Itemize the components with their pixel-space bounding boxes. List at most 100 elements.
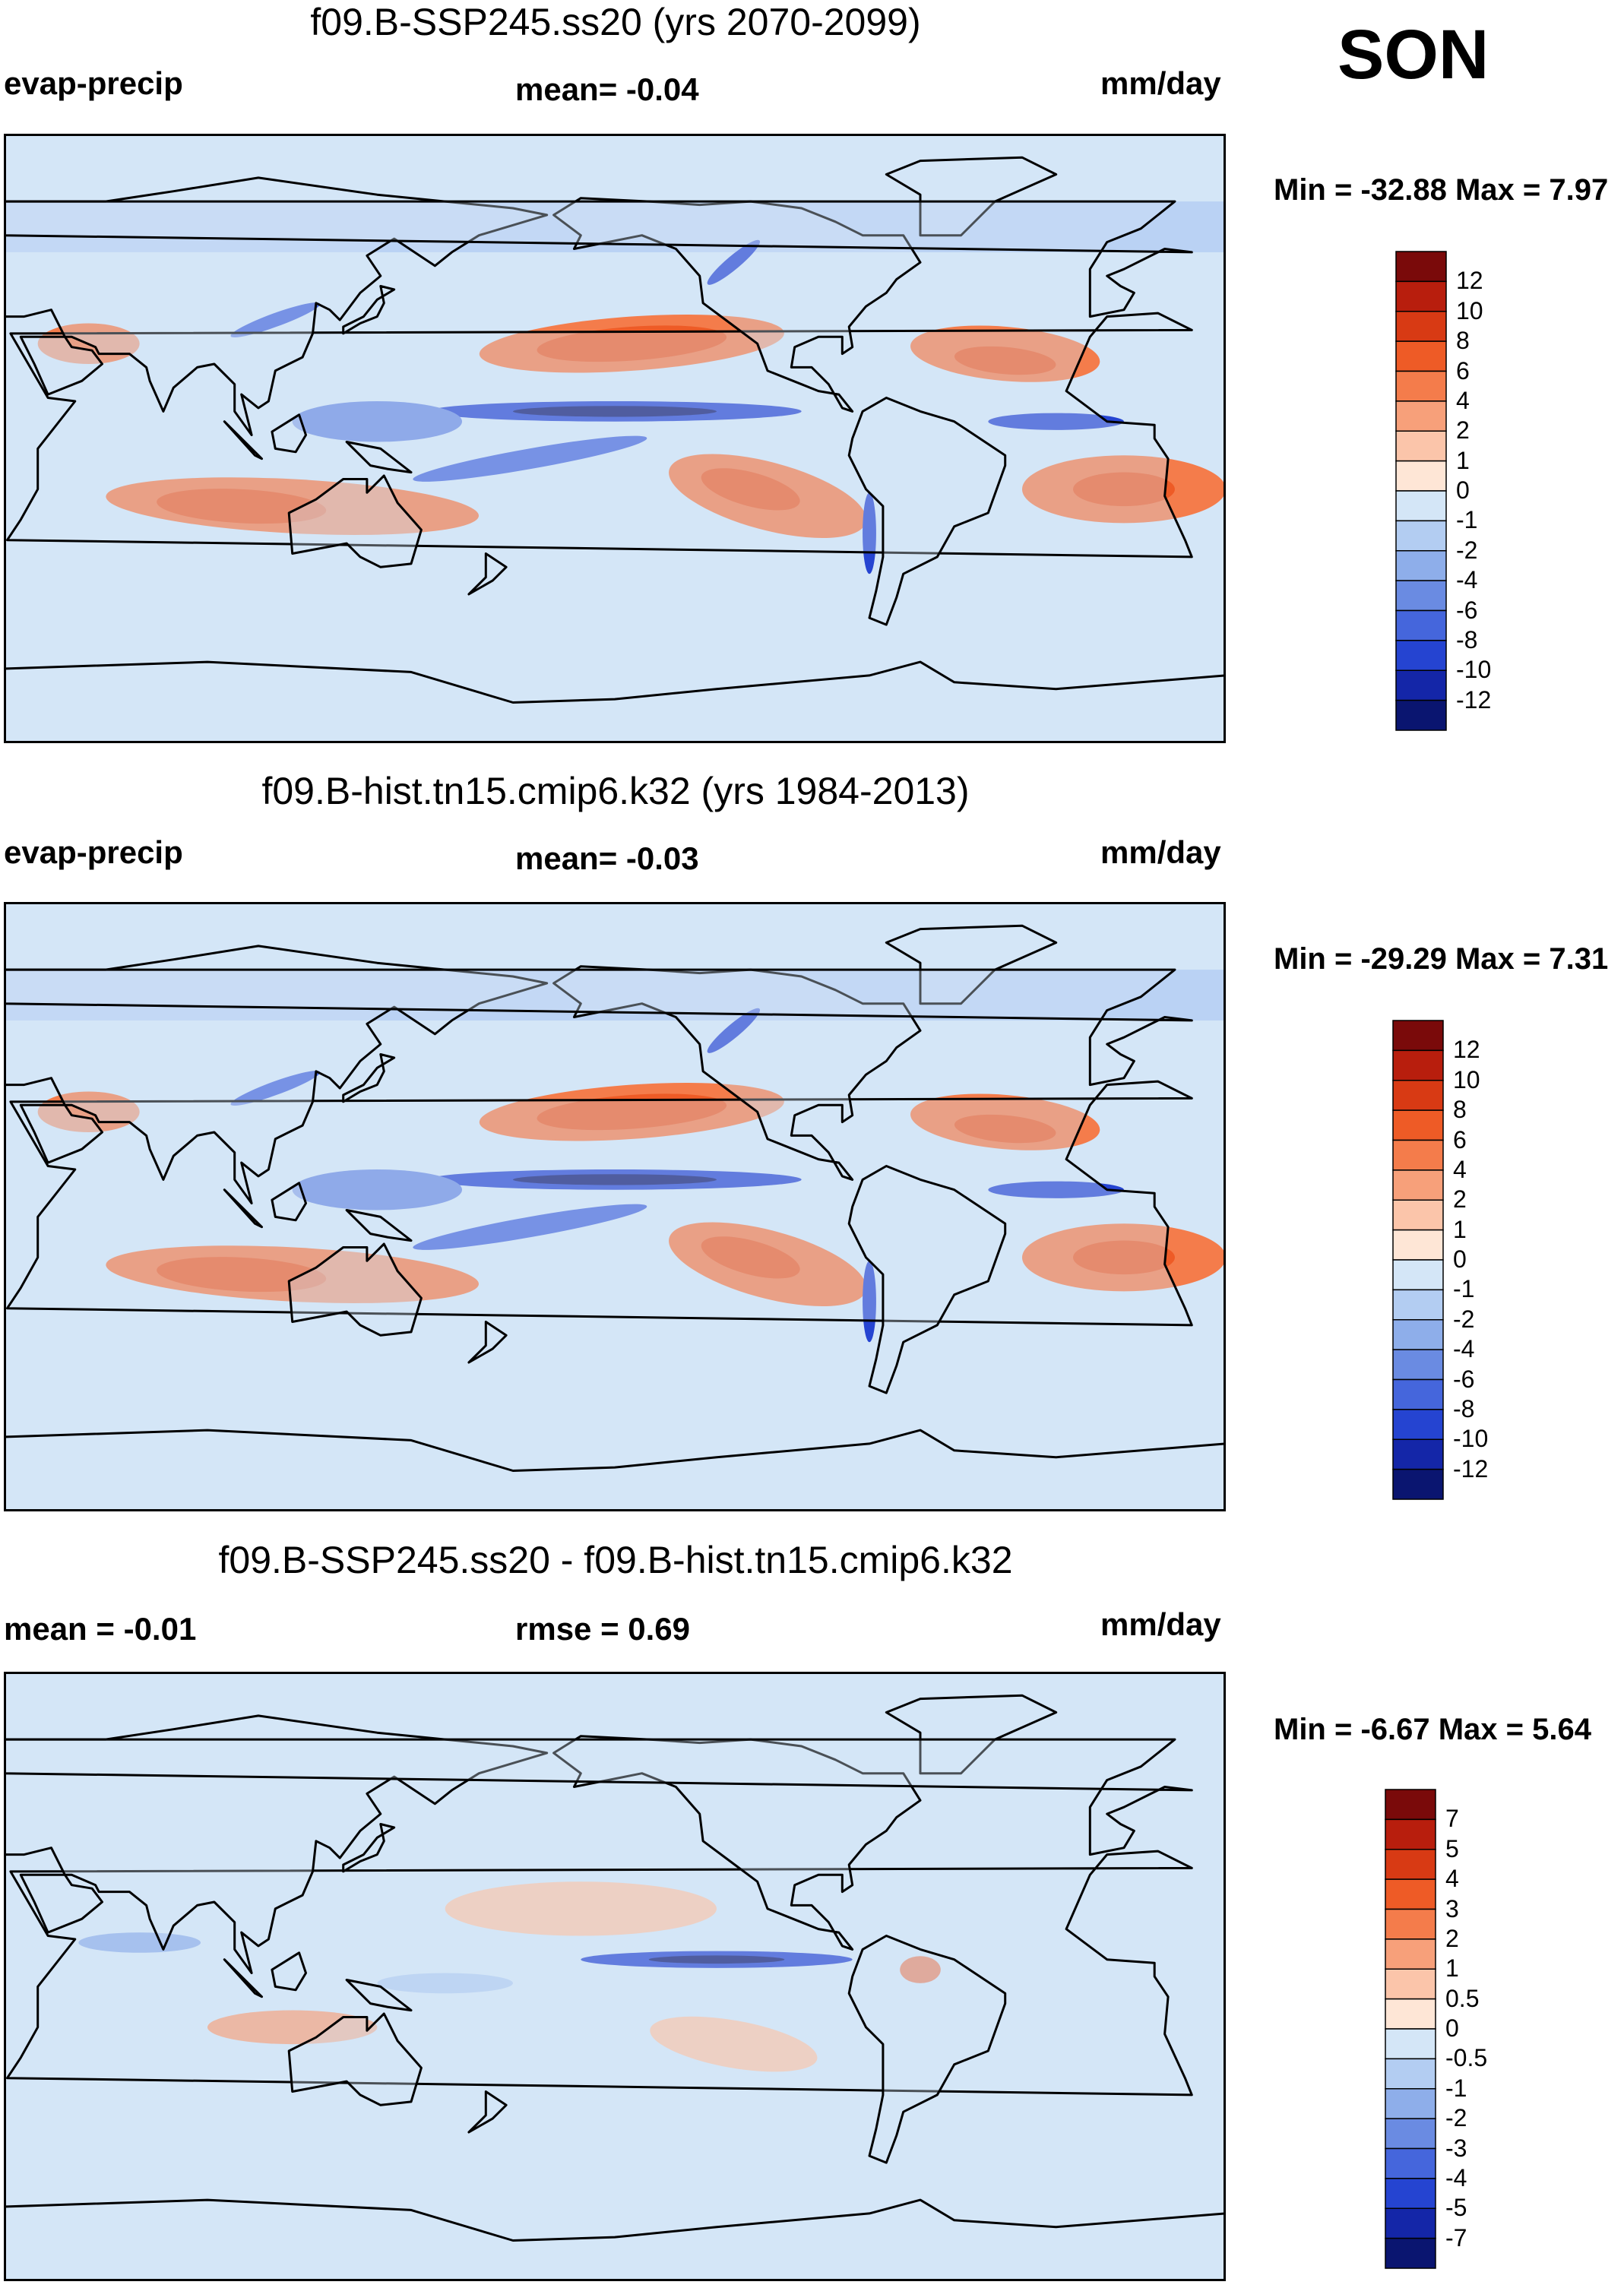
colorbar-swatch xyxy=(1392,1199,1444,1231)
panel3-mean-label: mean = -0.01 xyxy=(4,1611,197,1647)
field-contour xyxy=(648,1955,785,1964)
field-contour xyxy=(707,1008,761,1053)
field-contour xyxy=(701,1236,800,1279)
colorbar-tick-label: 3 xyxy=(1445,1894,1459,1922)
colorbar-swatch xyxy=(1392,1259,1444,1291)
map-background xyxy=(4,1672,1226,2281)
colorbar-swatch xyxy=(1392,1468,1444,1500)
colorbar-tick-label: 10 xyxy=(1453,1065,1480,1093)
coastline xyxy=(6,1080,1193,1327)
colorbar-tick-label: 6 xyxy=(1453,1125,1467,1153)
field-contour xyxy=(513,1174,717,1185)
colorbar-swatch xyxy=(1385,1908,1436,1940)
colorbar-tick-label: 12 xyxy=(1453,1036,1480,1064)
coastline xyxy=(552,197,922,413)
panel3-map xyxy=(4,1672,1226,2281)
field-contour xyxy=(988,1181,1124,1198)
colorbar-tick-label: 1 xyxy=(1453,1215,1467,1243)
colorbar-swatch xyxy=(1385,1789,1436,1821)
coastline xyxy=(342,1823,396,1873)
colorbar-tick-label: -3 xyxy=(1445,2134,1467,2162)
panel3-minmax-label: Min = -6.67 Max = 5.64 xyxy=(1274,1713,1591,1746)
coastline xyxy=(552,1735,922,1951)
panel1-units-label: mm/day xyxy=(1100,65,1221,101)
coastline xyxy=(4,968,1193,1087)
field-contour xyxy=(78,1932,201,1953)
colorbar-swatch xyxy=(1395,340,1447,372)
coastline xyxy=(847,397,1007,626)
map-frame xyxy=(4,134,1226,743)
colorbar-tick-label: 4 xyxy=(1453,1155,1467,1183)
colorbar-tick-label: -12 xyxy=(1453,1454,1489,1483)
colorbar-swatch xyxy=(1395,520,1447,552)
field-contour xyxy=(537,1093,727,1131)
colorbar-tick-label: -5 xyxy=(1445,2194,1467,2222)
field-contour xyxy=(988,413,1124,430)
field-contour xyxy=(1073,472,1175,507)
coastline xyxy=(467,2090,508,2134)
coastline xyxy=(271,413,307,454)
coastline xyxy=(345,441,413,474)
colorbar-tick-label: -6 xyxy=(1453,1365,1475,1393)
panel3-rmse-label: rmse = 0.69 xyxy=(515,1611,691,1647)
coastline xyxy=(4,660,1226,743)
colorbar-tick-label: -8 xyxy=(1453,1394,1475,1422)
panel2-minmax-label: Min = -29.29 Max = 7.31 xyxy=(1274,942,1609,976)
colorbar-swatch xyxy=(1385,1878,1436,1910)
colorbar-swatch xyxy=(1395,251,1447,283)
panel2-variable-label: evap-precip xyxy=(4,834,183,870)
colorbar-tick-label: 0 xyxy=(1456,476,1470,504)
colorbar-tick-label: -2 xyxy=(1456,536,1478,564)
colorbar-swatch xyxy=(1385,2028,1436,2060)
colorbar-swatch xyxy=(1395,370,1447,402)
colorbar-swatch xyxy=(1395,669,1447,701)
coastline xyxy=(223,1188,263,1229)
colorbar-tick-label: -8 xyxy=(1456,625,1478,653)
colorbar-swatch xyxy=(1395,430,1447,462)
field-contour xyxy=(230,302,321,338)
coastline xyxy=(467,1321,508,1364)
panel1-mean-label: mean= -0.04 xyxy=(515,71,699,107)
colorbar-tick-label: -1 xyxy=(1456,506,1478,534)
field-contour xyxy=(377,1973,513,1994)
field-contour xyxy=(701,468,800,511)
coastline xyxy=(19,335,103,396)
panel3-colorbar: 7 5 4 3 2 1 0.5 0 -0.5 -1 -2 -3 -4 -5 -7 xyxy=(1385,1789,1487,2269)
field-contour xyxy=(650,2016,818,2072)
coastline xyxy=(885,1694,1058,1775)
colorbar-swatch xyxy=(1392,1289,1444,1321)
coastline xyxy=(885,924,1058,1005)
coastline xyxy=(19,1873,103,1934)
field-contour xyxy=(292,400,462,442)
field-contour xyxy=(157,489,327,524)
colorbar-tick-label: 0 xyxy=(1445,2014,1459,2042)
colorbar-swatch xyxy=(1392,1438,1444,1470)
coastline xyxy=(467,552,508,596)
field-contour xyxy=(1073,1240,1175,1275)
coastline xyxy=(847,1165,1007,1394)
coastline xyxy=(287,2012,423,2106)
colorbar-swatch xyxy=(1395,460,1447,492)
field-contour xyxy=(157,1257,327,1293)
colorbar-swatch xyxy=(1395,609,1447,641)
coastline xyxy=(885,156,1058,237)
field-contour xyxy=(954,346,1056,375)
colorbar-tick-label: 6 xyxy=(1456,356,1470,384)
colorbar-swatch xyxy=(1395,640,1447,671)
colorbar-swatch xyxy=(1395,311,1447,342)
coastline xyxy=(345,1979,413,2012)
coastline xyxy=(847,1935,1007,2164)
field-contour xyxy=(537,325,727,362)
colorbar-tick-label: 8 xyxy=(1456,327,1470,355)
coastline xyxy=(287,474,423,568)
colorbar-swatch xyxy=(1392,1229,1444,1261)
coastline xyxy=(287,1242,423,1337)
colorbar-tick-label: -1 xyxy=(1453,1275,1475,1303)
colorbar-swatch xyxy=(1392,1139,1444,1171)
colorbar-swatch xyxy=(1385,1938,1436,1970)
colorbar-tick-label: -6 xyxy=(1456,596,1478,624)
coastline xyxy=(271,1951,307,1992)
colorbar-swatch xyxy=(1392,1409,1444,1440)
panel2-colorbar: 12 10 8 6 4 2 1 0 -1 -2 -4 -6 -8 -10 -12 xyxy=(1392,1020,1488,1500)
colorbar-tick-label: 2 xyxy=(1456,416,1470,445)
